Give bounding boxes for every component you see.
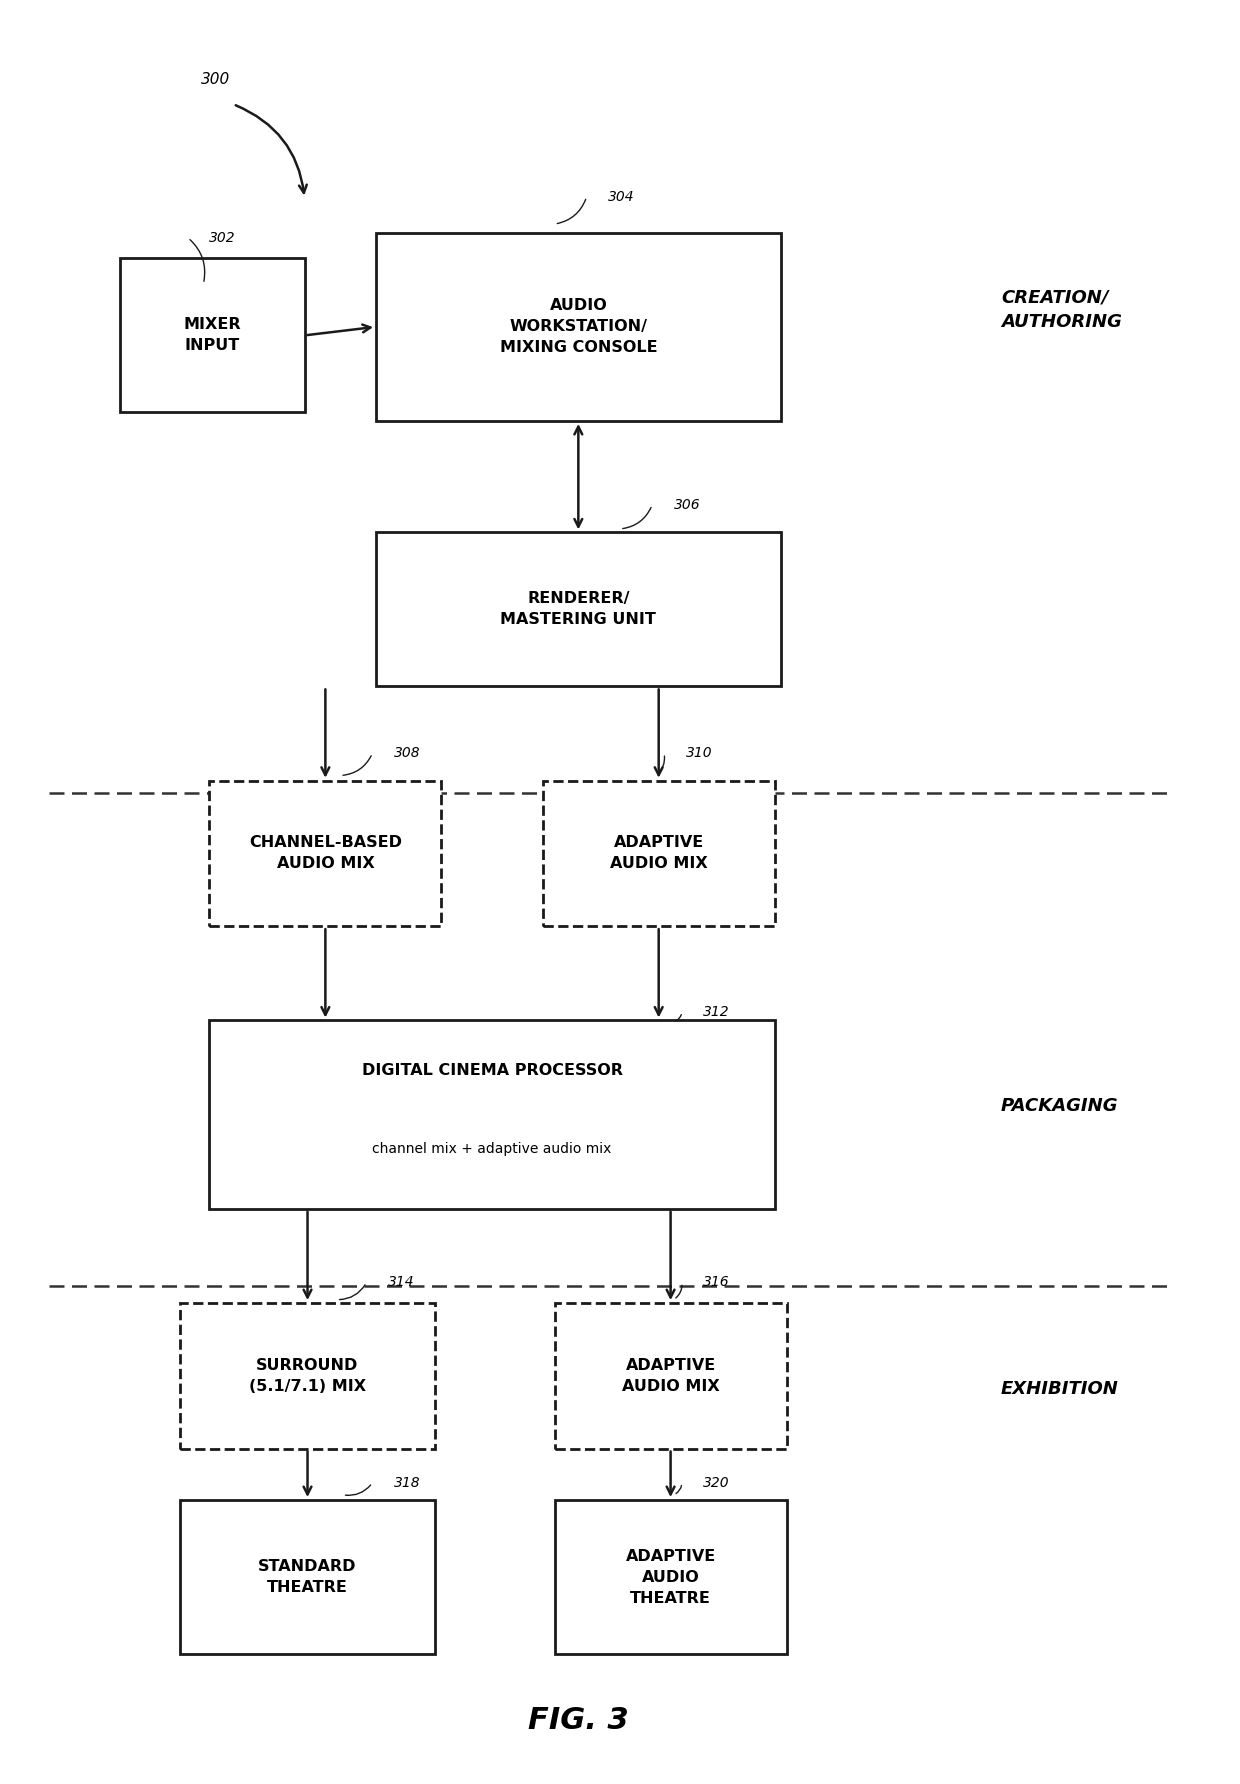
Text: AUDIO
WORKSTATION/
MIXING CONSOLE: AUDIO WORKSTATION/ MIXING CONSOLE xyxy=(500,298,657,355)
Text: CREATION/
AUTHORING: CREATION/ AUTHORING xyxy=(1001,289,1122,330)
FancyBboxPatch shape xyxy=(210,781,441,926)
Text: STANDARD
THEATRE: STANDARD THEATRE xyxy=(258,1559,357,1595)
Text: 312: 312 xyxy=(703,1004,730,1019)
Text: 310: 310 xyxy=(686,746,712,760)
Text: 308: 308 xyxy=(394,746,420,760)
Text: RENDERER/
MASTERING UNIT: RENDERER/ MASTERING UNIT xyxy=(501,592,656,628)
Text: DIGITAL CINEMA PROCESSOR: DIGITAL CINEMA PROCESSOR xyxy=(362,1063,622,1078)
Text: ADAPTIVE
AUDIO
THEATRE: ADAPTIVE AUDIO THEATRE xyxy=(625,1549,715,1606)
Text: channel mix + adaptive audio mix: channel mix + adaptive audio mix xyxy=(372,1142,611,1156)
FancyBboxPatch shape xyxy=(376,232,781,421)
FancyBboxPatch shape xyxy=(554,1500,786,1654)
Text: 314: 314 xyxy=(388,1276,414,1290)
FancyBboxPatch shape xyxy=(543,781,775,926)
Text: EXHIBITION: EXHIBITION xyxy=(1001,1379,1118,1397)
FancyBboxPatch shape xyxy=(376,532,781,687)
Text: 306: 306 xyxy=(673,498,701,512)
Text: SURROUND
(5.1/7.1) MIX: SURROUND (5.1/7.1) MIX xyxy=(249,1358,366,1393)
FancyBboxPatch shape xyxy=(180,1302,435,1449)
FancyBboxPatch shape xyxy=(554,1302,786,1449)
FancyBboxPatch shape xyxy=(120,259,305,412)
Text: FIG. 3: FIG. 3 xyxy=(528,1707,629,1736)
Text: PACKAGING: PACKAGING xyxy=(1001,1097,1118,1115)
Text: ADAPTIVE
AUDIO MIX: ADAPTIVE AUDIO MIX xyxy=(610,835,708,871)
Text: 304: 304 xyxy=(608,189,635,203)
Text: 320: 320 xyxy=(703,1475,730,1490)
FancyBboxPatch shape xyxy=(180,1500,435,1654)
FancyBboxPatch shape xyxy=(210,1020,775,1210)
Text: 302: 302 xyxy=(210,230,236,244)
Text: MIXER
INPUT: MIXER INPUT xyxy=(184,318,241,353)
Text: 300: 300 xyxy=(201,71,229,87)
Text: 316: 316 xyxy=(703,1276,730,1290)
Text: ADAPTIVE
AUDIO MIX: ADAPTIVE AUDIO MIX xyxy=(621,1358,719,1393)
Text: CHANNEL-BASED
AUDIO MIX: CHANNEL-BASED AUDIO MIX xyxy=(249,835,402,871)
Text: 318: 318 xyxy=(394,1475,420,1490)
